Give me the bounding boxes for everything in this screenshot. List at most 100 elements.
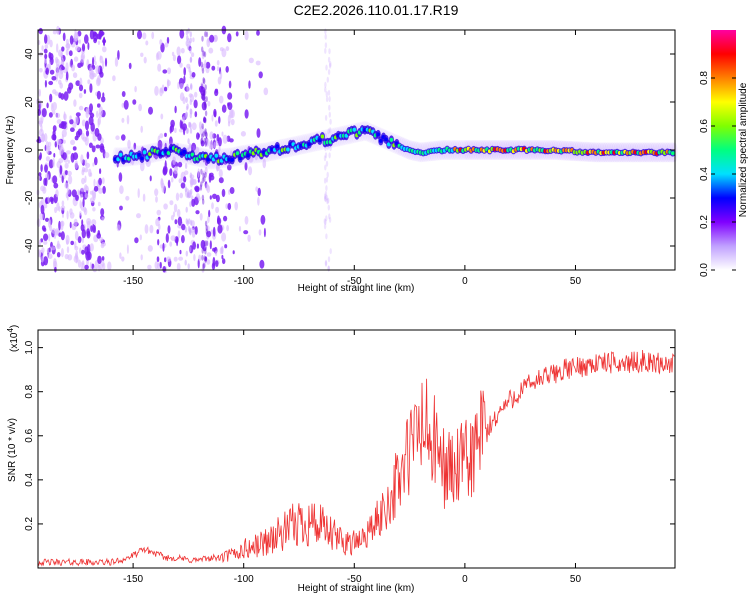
spectrogram-noise-point bbox=[176, 209, 181, 218]
spectrogram-x-label: Height of straight line (km) bbox=[298, 283, 415, 294]
spectrogram-noise-point bbox=[63, 111, 66, 121]
spectrogram-noise-point bbox=[191, 142, 197, 151]
spectrogram-noise-point bbox=[84, 34, 89, 44]
spectrogram-noise-point bbox=[50, 197, 54, 205]
spectrogram-noise-point bbox=[60, 205, 66, 211]
spectrogram-noise-point bbox=[77, 259, 82, 268]
spectrogram-noise-point bbox=[65, 150, 71, 155]
spectrogram-noise-point bbox=[170, 235, 176, 242]
spectrogram-noise-point bbox=[226, 224, 230, 232]
spectrogram-noise-point bbox=[165, 233, 169, 243]
spectrogram-smear-point bbox=[184, 259, 187, 266]
spectrogram-noise-point bbox=[225, 66, 229, 73]
spectrogram-noise-point bbox=[92, 207, 96, 212]
spectrogram-noise-point bbox=[136, 213, 141, 219]
spectrogram-noise-point bbox=[181, 223, 186, 231]
spectrogram-noise-point bbox=[84, 193, 89, 199]
spectrogram-smear-point bbox=[184, 163, 188, 169]
spectrogram-noise-point bbox=[88, 116, 94, 126]
snr-multiplier-exp: 4 bbox=[6, 328, 15, 333]
spectrogram-smear-point bbox=[205, 240, 209, 247]
spectrogram-noise-point bbox=[84, 185, 90, 195]
spectrogram-noise-point bbox=[179, 249, 182, 255]
spectrogram-smear-point bbox=[190, 84, 193, 91]
spectrogram-noise-point bbox=[44, 164, 48, 173]
spectrogram-noise-point bbox=[121, 256, 125, 262]
spectrogram-noise-point bbox=[248, 57, 254, 64]
snr-frame bbox=[37, 329, 676, 569]
spectrogram-noise-point bbox=[79, 187, 86, 192]
spectrogram-smear-point bbox=[326, 171, 329, 178]
spectrogram-noise-point bbox=[204, 59, 207, 68]
snr-y-ticks: 0.2 0.4 0.6 0.8 1.0 bbox=[24, 340, 675, 531]
spectrogram-noise-point bbox=[56, 119, 62, 125]
spectrogram-noise-point bbox=[179, 83, 184, 89]
spectrogram-noise-point bbox=[173, 166, 178, 175]
spectrogram-noise-point bbox=[192, 37, 195, 43]
spectrogram-smear-point bbox=[189, 219, 193, 226]
spectrogram-smear-point bbox=[324, 193, 327, 200]
spectrogram-noise-point bbox=[48, 61, 51, 71]
spectrogram-noise-point bbox=[138, 103, 143, 112]
spectrogram-noise-point bbox=[87, 42, 90, 50]
spectrogram-y-tick-label: 0 bbox=[24, 147, 35, 153]
spectrogram-smear-point bbox=[202, 94, 205, 101]
spectrogram-smear-point bbox=[325, 91, 328, 97]
spectrogram-smear-point bbox=[205, 228, 208, 235]
spectrogram-y-tick-label: 40 bbox=[24, 48, 35, 60]
spectrogram-smear-point bbox=[204, 128, 207, 135]
spectrogram-noise-point bbox=[44, 44, 49, 49]
spectrogram-noise-point bbox=[174, 219, 178, 225]
snr-x-tick-label: 50 bbox=[570, 574, 582, 585]
spectrogram-smear-point bbox=[203, 99, 207, 106]
spectrogram-smear-point bbox=[324, 28, 327, 35]
spectrogram-noise-point bbox=[48, 247, 51, 253]
spectrogram-noise-point bbox=[262, 158, 267, 169]
spectrogram-smear-point bbox=[186, 219, 189, 226]
spectrogram-noise-point bbox=[145, 40, 149, 46]
spectrogram-noise-point bbox=[89, 172, 93, 177]
spectrogram-noise-point bbox=[99, 71, 104, 78]
spectrogram-noise-point bbox=[154, 188, 159, 197]
spectrogram-smear-point bbox=[325, 176, 329, 183]
spectrogram-noise-point bbox=[166, 78, 170, 89]
spectrogram-noise-point bbox=[263, 87, 269, 96]
spectrogram-noise-point bbox=[55, 64, 61, 73]
spectrogram-noise-point bbox=[221, 254, 224, 260]
spectrogram-smear-point bbox=[203, 240, 207, 247]
spectrogram-smear-point bbox=[205, 96, 208, 103]
spectrogram-noise-point bbox=[91, 219, 97, 226]
spectrogram-noise-point bbox=[162, 69, 168, 74]
spectrogram-noise-point bbox=[41, 108, 47, 118]
spectrogram-noise-point bbox=[94, 156, 98, 166]
spectrogram-noise-point bbox=[43, 233, 49, 241]
spectrogram-noise-point bbox=[70, 127, 75, 132]
spectrogram-noise-point bbox=[71, 189, 77, 198]
spectrogram-noise-point bbox=[75, 194, 79, 201]
spectrogram-noise-point bbox=[209, 195, 212, 200]
spectrogram-noise-point bbox=[212, 247, 216, 252]
spectrogram-smear-point bbox=[204, 140, 207, 147]
spectrogram-noise-point bbox=[211, 202, 214, 210]
spectrogram-noise-point bbox=[81, 43, 86, 52]
spectrogram-smear-point bbox=[328, 216, 332, 223]
spectrogram-noise-point bbox=[83, 207, 88, 216]
spectrogram-smear-point bbox=[205, 225, 208, 231]
spectrogram-noise-point bbox=[256, 30, 260, 36]
spectrogram-noise-point bbox=[244, 92, 249, 100]
spectrogram-noise-point bbox=[102, 185, 106, 194]
spectrogram-smear-point bbox=[324, 190, 328, 197]
spectrogram-smear-point bbox=[204, 110, 208, 117]
spectrogram-noise-point bbox=[59, 165, 63, 175]
spectrogram-noise-point bbox=[69, 115, 72, 120]
spectrogram-smear-point bbox=[186, 103, 189, 110]
spectrogram-noise-point bbox=[107, 261, 112, 271]
spectrogram-noise-point bbox=[227, 33, 232, 43]
spectrogram-smear-point bbox=[202, 77, 205, 84]
spectrogram-noise-point bbox=[59, 82, 63, 89]
spectrogram-noise-point bbox=[214, 34, 218, 42]
spectrogram-smear-point bbox=[186, 127, 189, 134]
spectrogram-noise-point bbox=[180, 121, 184, 130]
spectrogram-noise-point bbox=[196, 243, 199, 249]
spectrogram-noise-point bbox=[49, 93, 53, 103]
